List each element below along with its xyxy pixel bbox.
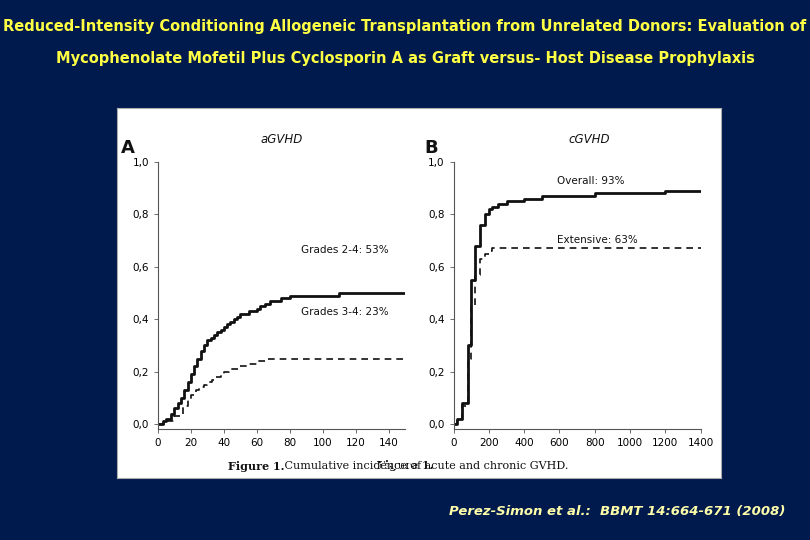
- Text: Grades 2-4: 53%: Grades 2-4: 53%: [301, 245, 389, 255]
- Text: Mycophenolate Mofetil Plus Cyclosporin A as Graft versus- Host Disease Prophylax: Mycophenolate Mofetil Plus Cyclosporin A…: [56, 51, 754, 66]
- Text: aGVHD: aGVHD: [260, 133, 303, 146]
- Text: Reduced-Intensity Conditioning Allogeneic Transplantation from Unrelated Donors:: Reduced-Intensity Conditioning Allogenei…: [3, 19, 807, 34]
- Text: B: B: [424, 139, 437, 157]
- Text: Cumulative incidence of acute and chronic GVHD.: Cumulative incidence of acute and chroni…: [281, 461, 569, 471]
- Text: cGVHD: cGVHD: [569, 133, 610, 146]
- Text: Grades 3-4: 23%: Grades 3-4: 23%: [301, 307, 389, 316]
- Text: Figure 1.: Figure 1.: [377, 460, 433, 471]
- Text: Overall: 93%: Overall: 93%: [557, 176, 625, 186]
- Text: Figure 1. Cumulative incidence of acute and chronic GVHD.: Figure 1. Cumulative incidence of acute …: [218, 460, 592, 471]
- Text: Perez-Simon et al.:  BBMT 14:664-671 (2008): Perez-Simon et al.: BBMT 14:664-671 (200…: [450, 505, 786, 518]
- Text: A: A: [121, 139, 134, 157]
- Text: Figure 1.: Figure 1.: [228, 461, 285, 471]
- Text: Extensive: 63%: Extensive: 63%: [557, 234, 638, 245]
